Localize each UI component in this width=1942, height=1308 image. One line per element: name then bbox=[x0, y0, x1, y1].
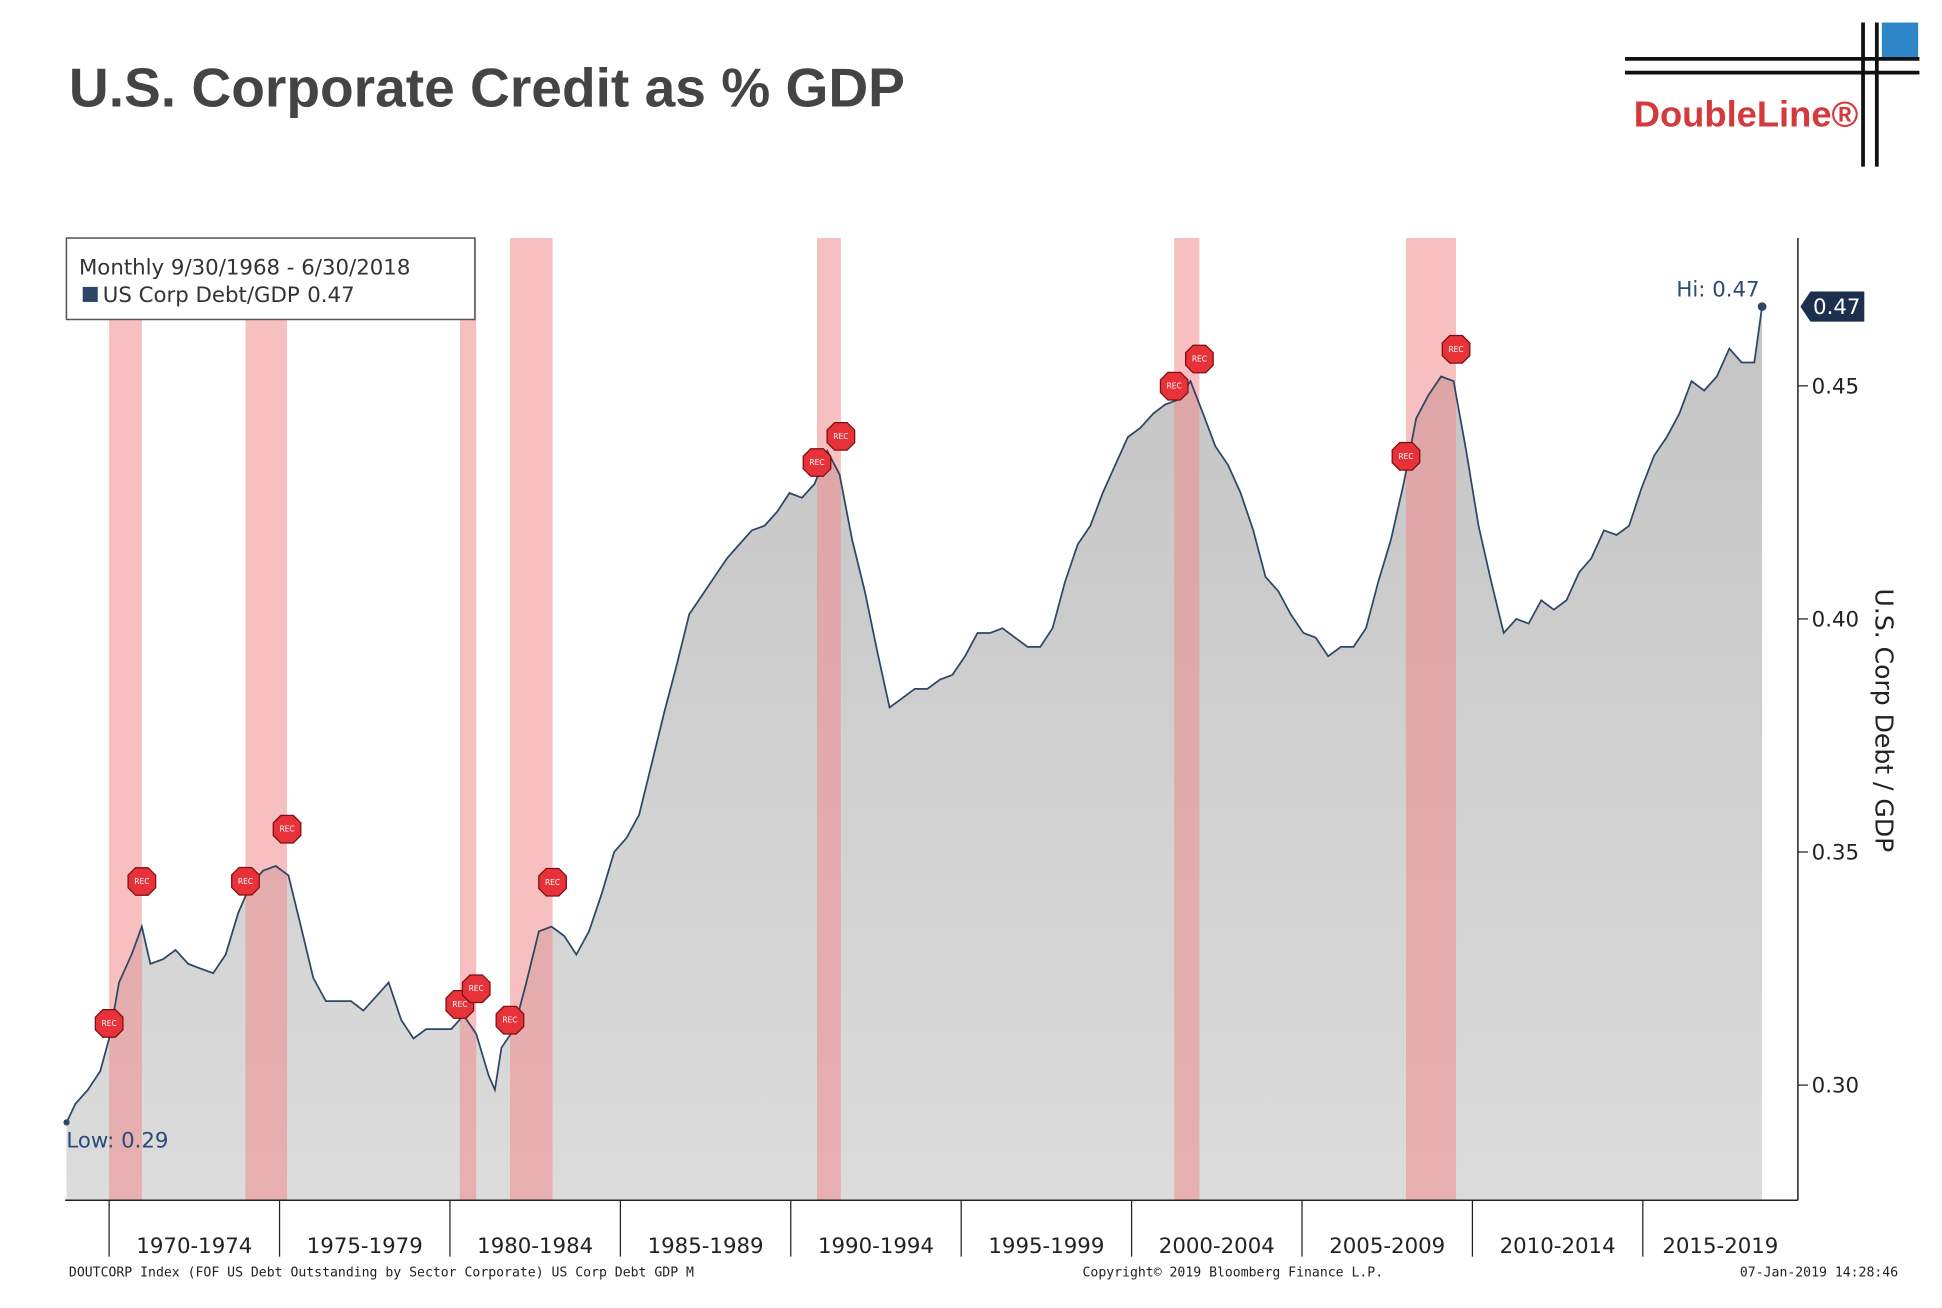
recession-marker-label: REC bbox=[833, 432, 848, 441]
last-point bbox=[1757, 302, 1767, 311]
recession-marker-shape bbox=[1441, 334, 1471, 364]
x-tick-label: 1970-1974 bbox=[136, 1234, 252, 1259]
x-tick-label: 2010-2014 bbox=[1500, 1234, 1616, 1259]
footer-copyright: Copyright© 2019 Bloomberg Finance L.P. bbox=[1083, 1266, 1384, 1281]
y-tick-label: 0.30 bbox=[1812, 1074, 1859, 1099]
recession-marker-shape bbox=[231, 866, 260, 896]
y-axis-label: U.S. Corp Debt / GDP bbox=[1870, 589, 1899, 853]
recession-band bbox=[459, 238, 477, 1201]
first-point bbox=[63, 1119, 70, 1126]
y-tick-label: 0.35 bbox=[1812, 841, 1859, 866]
logo-square bbox=[1881, 22, 1919, 58]
recession-marker-label: REC bbox=[469, 984, 484, 993]
footer-timestamp: 07-Jan-2019 14:28:46 bbox=[1740, 1266, 1898, 1281]
legend-entry: US Corp Debt/GDP 0.47 bbox=[103, 283, 355, 308]
legend-last-value: 0.47 bbox=[307, 283, 354, 308]
recession-marker: REC bbox=[538, 867, 567, 897]
recession-marker-label: REC bbox=[502, 1016, 517, 1025]
logo: DoubleLine® bbox=[1624, 22, 1920, 167]
high-label: Hi: 0.47 bbox=[1676, 278, 1759, 303]
recession-marker-shape bbox=[272, 814, 302, 844]
recession-marker: REC bbox=[461, 974, 491, 1004]
x-tick-label: 2015-2019 bbox=[1662, 1234, 1778, 1259]
x-tick-label: 2000-2004 bbox=[1159, 1234, 1275, 1259]
series-line bbox=[65, 306, 1763, 1123]
recession-marker-shape bbox=[1391, 441, 1421, 471]
last-value-tag bbox=[1800, 291, 1865, 322]
recession-marker-shape bbox=[1159, 371, 1189, 401]
recession-marker-shape bbox=[1185, 344, 1214, 374]
x-tick-label: 1985-1989 bbox=[648, 1234, 764, 1259]
recession-band bbox=[109, 238, 142, 1201]
x-tick-label: 1980-1984 bbox=[477, 1234, 593, 1259]
legend-series-name: US Corp Debt/GDP bbox=[103, 283, 300, 308]
last-value-label: 0.47 bbox=[1813, 295, 1860, 320]
x-tick-label: 1995-1999 bbox=[988, 1234, 1104, 1259]
recession-marker-shape bbox=[94, 1009, 124, 1038]
logo-text: DoubleLine® bbox=[1634, 94, 1859, 135]
recession-marker-label: REC bbox=[134, 877, 149, 886]
recession-marker: REC bbox=[127, 867, 157, 896]
recession-marker-shape bbox=[826, 421, 856, 451]
x-tick-label: 2005-2009 bbox=[1329, 1234, 1445, 1259]
recession-marker: REC bbox=[1391, 441, 1421, 471]
recession-marker: REC bbox=[1159, 371, 1189, 401]
recession-marker-label: REC bbox=[1167, 382, 1182, 391]
recession-marker: REC bbox=[1185, 344, 1214, 374]
footer-source: DOUTCORP Index (FOF US Debt Outstanding … bbox=[69, 1266, 694, 1281]
recession-band bbox=[817, 238, 841, 1201]
recession-marker-label: REC bbox=[809, 458, 824, 467]
recession-marker-shape bbox=[127, 867, 157, 896]
recession-marker: REC bbox=[802, 448, 832, 477]
recession-marker: REC bbox=[231, 866, 260, 896]
recession-marker: REC bbox=[495, 1005, 525, 1035]
area-fill bbox=[66, 306, 1763, 1201]
recession-marker: REC bbox=[1441, 334, 1471, 364]
y-tick-label: 0.40 bbox=[1812, 607, 1859, 632]
recession-marker-label: REC bbox=[1398, 452, 1413, 461]
recession-marker-shape bbox=[495, 1005, 525, 1035]
page-title: U.S. Corporate Credit as % GDP bbox=[69, 56, 905, 118]
recession-marker-label: REC bbox=[238, 877, 253, 886]
recession-marker-label: REC bbox=[545, 878, 560, 887]
recession-marker-label: REC bbox=[279, 825, 294, 834]
legend-swatch bbox=[82, 286, 98, 302]
recession-band bbox=[245, 238, 288, 1201]
x-tick-label: 1990-1994 bbox=[818, 1234, 934, 1259]
recession-marker-label: REC bbox=[1192, 354, 1207, 363]
legend-box bbox=[65, 237, 476, 321]
recession-marker-shape bbox=[802, 448, 832, 477]
recession-marker: REC bbox=[94, 1009, 124, 1038]
recession-band bbox=[509, 238, 553, 1201]
recession-marker-label: REC bbox=[452, 1000, 467, 1009]
legend: Monthly 9/30/1968 - 6/30/2018 US Corp Deb… bbox=[65, 237, 476, 321]
y-tick-label: 0.45 bbox=[1812, 374, 1859, 399]
recession-marker: REC bbox=[272, 814, 302, 844]
x-tick-label: 1975-1979 bbox=[307, 1234, 423, 1259]
recession-marker-label: REC bbox=[1448, 345, 1463, 354]
low-label: Low: 0.29 bbox=[66, 1129, 168, 1154]
recession-marker-shape bbox=[538, 867, 567, 897]
recession-marker-label: REC bbox=[102, 1019, 117, 1028]
recession-marker: REC bbox=[826, 421, 856, 451]
legend-header: Monthly 9/30/1968 - 6/30/2018 bbox=[79, 255, 410, 280]
recession-marker-shape bbox=[461, 974, 491, 1004]
recession-band bbox=[1405, 238, 1457, 1201]
